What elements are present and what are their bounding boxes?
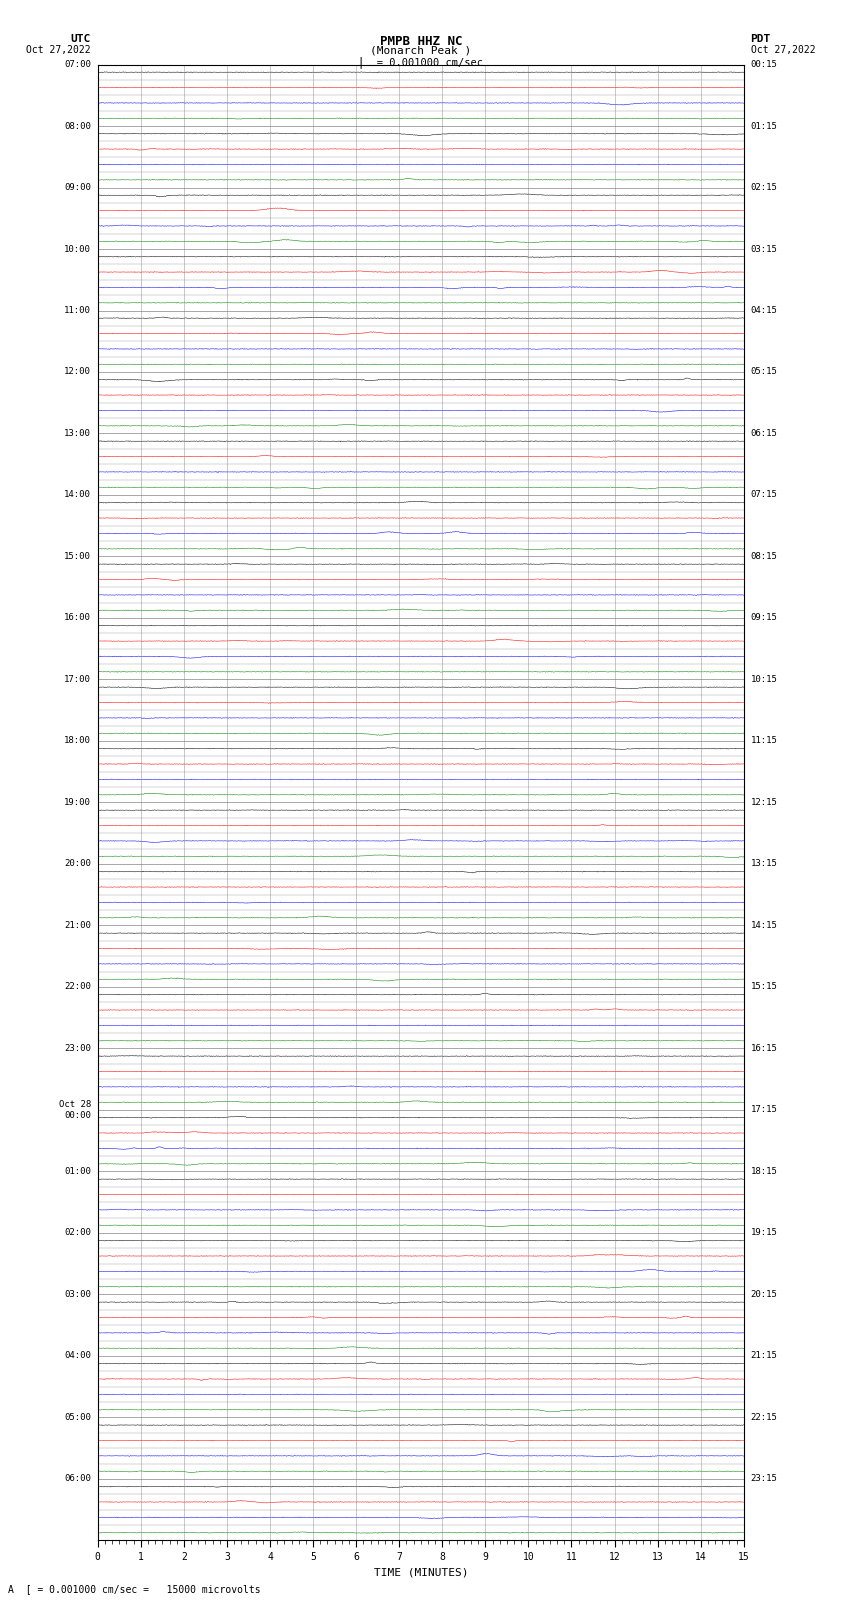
Text: 20:00: 20:00 <box>64 860 91 868</box>
Text: Oct 27,2022: Oct 27,2022 <box>26 45 91 55</box>
Text: 07:00: 07:00 <box>64 60 91 69</box>
Text: 06:00: 06:00 <box>64 1474 91 1484</box>
Text: 18:00: 18:00 <box>64 737 91 745</box>
Text: ⎮  = 0.001000 cm/sec: ⎮ = 0.001000 cm/sec <box>358 56 484 68</box>
Text: UTC: UTC <box>71 34 91 44</box>
Text: 15:15: 15:15 <box>751 982 778 992</box>
Text: 14:00: 14:00 <box>64 490 91 500</box>
X-axis label: TIME (MINUTES): TIME (MINUTES) <box>373 1568 468 1578</box>
Text: 01:15: 01:15 <box>751 121 778 131</box>
Text: 13:15: 13:15 <box>751 860 778 868</box>
Text: 12:00: 12:00 <box>64 368 91 376</box>
Text: 23:00: 23:00 <box>64 1044 91 1053</box>
Text: 08:15: 08:15 <box>751 552 778 561</box>
Text: 21:15: 21:15 <box>751 1352 778 1360</box>
Text: 05:00: 05:00 <box>64 1413 91 1423</box>
Text: 09:00: 09:00 <box>64 182 91 192</box>
Text: 01:00: 01:00 <box>64 1166 91 1176</box>
Text: 03:00: 03:00 <box>64 1290 91 1298</box>
Text: 16:15: 16:15 <box>751 1044 778 1053</box>
Text: 03:15: 03:15 <box>751 245 778 253</box>
Text: 23:15: 23:15 <box>751 1474 778 1484</box>
Text: 10:00: 10:00 <box>64 245 91 253</box>
Text: 17:00: 17:00 <box>64 674 91 684</box>
Text: 09:15: 09:15 <box>751 613 778 623</box>
Text: 22:15: 22:15 <box>751 1413 778 1423</box>
Text: 02:15: 02:15 <box>751 182 778 192</box>
Text: 11:00: 11:00 <box>64 306 91 315</box>
Text: PMPB HHZ NC: PMPB HHZ NC <box>379 35 462 48</box>
Text: 17:15: 17:15 <box>751 1105 778 1115</box>
Text: 22:00: 22:00 <box>64 982 91 992</box>
Text: 07:15: 07:15 <box>751 490 778 500</box>
Text: 19:00: 19:00 <box>64 798 91 806</box>
Text: 10:15: 10:15 <box>751 674 778 684</box>
Text: 08:00: 08:00 <box>64 121 91 131</box>
Text: 11:15: 11:15 <box>751 737 778 745</box>
Text: 05:15: 05:15 <box>751 368 778 376</box>
Text: 14:15: 14:15 <box>751 921 778 931</box>
Text: 18:15: 18:15 <box>751 1166 778 1176</box>
Text: 00:15: 00:15 <box>751 60 778 69</box>
Text: PDT: PDT <box>751 34 771 44</box>
Text: 15:00: 15:00 <box>64 552 91 561</box>
Text: 16:00: 16:00 <box>64 613 91 623</box>
Text: 19:15: 19:15 <box>751 1229 778 1237</box>
Text: 12:15: 12:15 <box>751 798 778 806</box>
Text: 13:00: 13:00 <box>64 429 91 439</box>
Text: 20:15: 20:15 <box>751 1290 778 1298</box>
Text: 02:00: 02:00 <box>64 1229 91 1237</box>
Text: Oct 28
00:00: Oct 28 00:00 <box>59 1100 91 1119</box>
Text: 06:15: 06:15 <box>751 429 778 439</box>
Text: (Monarch Peak ): (Monarch Peak ) <box>370 45 472 55</box>
Text: Oct 27,2022: Oct 27,2022 <box>751 45 815 55</box>
Text: 21:00: 21:00 <box>64 921 91 931</box>
Text: 04:15: 04:15 <box>751 306 778 315</box>
Text: A  [ = 0.001000 cm/sec =   15000 microvolts: A [ = 0.001000 cm/sec = 15000 microvolts <box>8 1584 261 1594</box>
Text: 04:00: 04:00 <box>64 1352 91 1360</box>
